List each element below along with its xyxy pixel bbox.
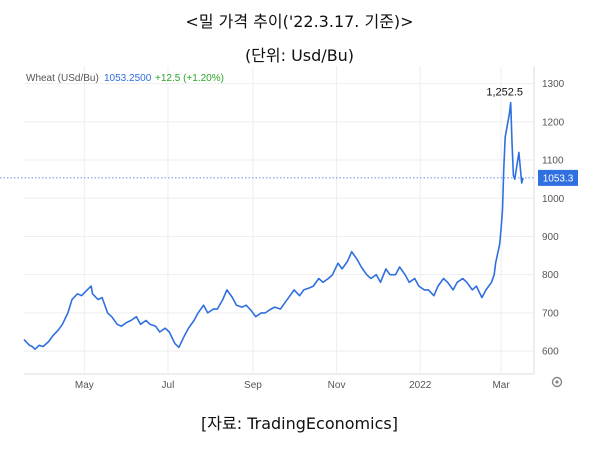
y-tick-label: 600	[542, 347, 559, 358]
chart-title: <밀 가격 추이('22.3.17. 기준)>	[185, 12, 414, 31]
y-tick-label: 1000	[542, 194, 565, 205]
y-tick-label: 1100	[542, 156, 564, 167]
peak-annotation: 1,252.5	[486, 87, 523, 99]
y-tick-label: 1300	[542, 79, 565, 90]
y-tick-label: 900	[542, 232, 559, 243]
source-caption: [자료: TradingEconomics]	[201, 414, 398, 433]
chart-unit: (단위: Usd/Bu)	[244, 46, 355, 65]
current-value-label: 1053.3	[543, 173, 574, 184]
y-tick-label: 700	[542, 308, 559, 319]
x-tick-label: Mar	[492, 380, 510, 391]
gear-icon[interactable]	[551, 376, 563, 388]
x-tick-label: Nov	[328, 380, 346, 391]
instrument-label: Wheat (USd/Bu)	[26, 73, 99, 84]
x-tick-label: Sep	[244, 380, 262, 391]
current-value-badge	[538, 169, 578, 186]
y-tick-label: 800	[542, 270, 559, 281]
change-text: +12.5 (+1.20%)	[155, 73, 224, 84]
x-tick-label: May	[75, 380, 94, 391]
line-chart: 600 700 800 900 1000 1100 1200 1300 May Jul Sep Nov…	[0, 66, 578, 391]
x-tick-label: Jul	[162, 380, 175, 391]
x-tick-label: 2022	[409, 380, 432, 391]
series-line	[23, 101, 524, 350]
last-value-text: 1053.2500	[104, 73, 152, 84]
y-tick-label: 1200	[542, 117, 565, 128]
